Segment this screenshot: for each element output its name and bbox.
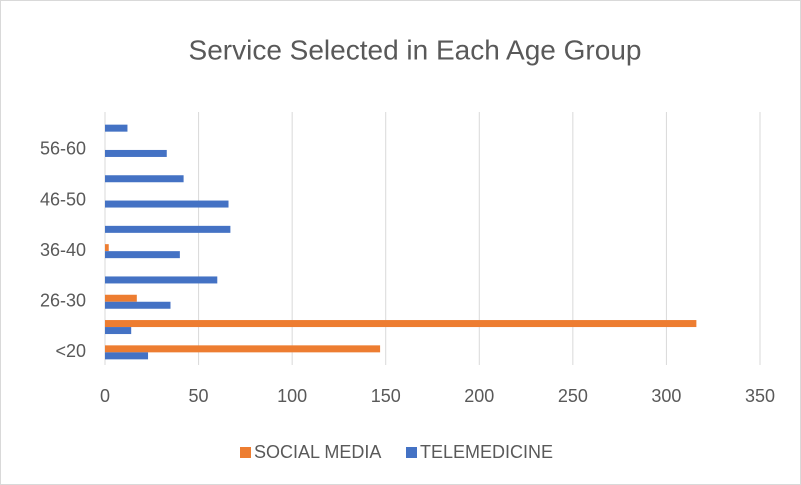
bar [105,244,109,252]
x-tick-label: 0 [100,386,110,406]
legend-label: SOCIAL MEDIA [254,442,381,462]
bar [105,276,218,284]
bar [105,200,229,208]
bar [105,225,231,233]
x-tick-label: 200 [464,386,494,406]
bar [105,320,697,328]
x-tick-label: 300 [651,386,681,406]
x-tick-label: 50 [189,386,209,406]
x-tick-label: 150 [371,386,401,406]
y-tick-label: 46-50 [40,189,86,209]
legend-label: TELEMEDICINE [420,442,553,462]
bar [105,294,137,302]
y-tick-label: 56-60 [40,139,86,159]
legend-swatch [406,447,417,458]
y-tick-label: <20 [55,341,86,361]
bar [105,251,180,259]
y-tick-label: 36-40 [40,240,86,260]
x-tick-label: 100 [277,386,307,406]
x-tick-label: 250 [558,386,588,406]
bar [105,301,171,309]
chart-title: Service Selected in Each Age Group [189,34,642,65]
bar [105,149,167,157]
bar [105,175,184,183]
bar [105,352,149,360]
bar [105,327,132,335]
y-tick-label: 26-30 [40,291,86,311]
bar [105,124,128,132]
x-tick-label: 350 [745,386,775,406]
bar [105,345,381,353]
legend-swatch [240,447,251,458]
